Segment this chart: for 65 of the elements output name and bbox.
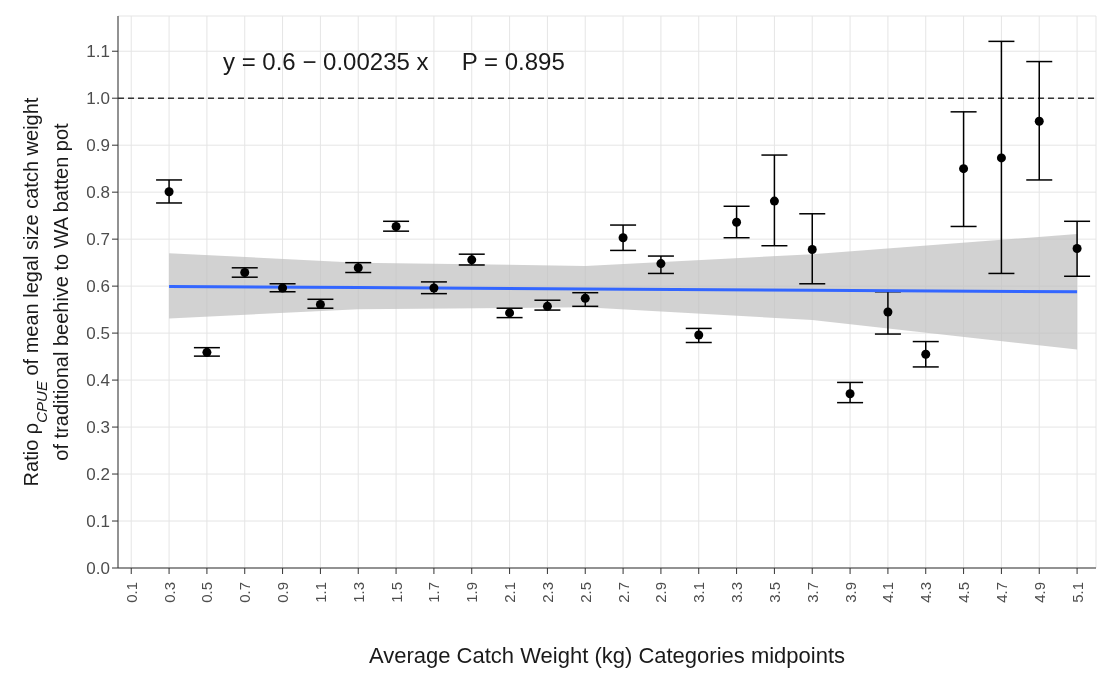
x-tick-label: 3.7 xyxy=(803,582,821,603)
x-tick-label: 0.1 xyxy=(122,582,140,603)
point xyxy=(769,196,779,206)
point xyxy=(921,349,931,359)
y-tick-label: 0.4 xyxy=(86,371,110,391)
point xyxy=(807,244,817,254)
point xyxy=(618,233,628,243)
x-tick-label: 2.5 xyxy=(576,582,594,603)
y-tick-label: 0.9 xyxy=(86,136,110,156)
x-tick-label: 4.1 xyxy=(879,582,897,603)
y-tick-label: 0.0 xyxy=(86,559,110,579)
point xyxy=(732,217,742,227)
x-tick-label: 0.7 xyxy=(236,582,254,603)
point xyxy=(505,308,515,318)
y-tick-label: 1.1 xyxy=(86,42,110,62)
x-axis-title: Average Catch Weight (kg) Categories midpoints xyxy=(368,643,846,668)
y-tick-label: 0.2 xyxy=(86,465,110,485)
point xyxy=(240,268,250,277)
point xyxy=(353,263,363,273)
point xyxy=(580,293,590,303)
point xyxy=(1034,116,1044,126)
x-tick-label: 3.9 xyxy=(841,582,859,603)
x-tick-label: 2.7 xyxy=(614,582,632,603)
y-tick-label: 0.6 xyxy=(86,277,110,297)
x-tick-label: 0.5 xyxy=(198,582,216,603)
x-tick-label: 2.3 xyxy=(538,582,556,603)
point xyxy=(278,283,288,293)
x-tick-label: 4.5 xyxy=(955,582,973,603)
x-tick-label: 3.3 xyxy=(728,582,746,603)
x-tick-label: 0.3 xyxy=(160,582,178,603)
y-tick-label: 0.5 xyxy=(86,324,110,344)
y-tick-label: 0.1 xyxy=(86,512,110,532)
point xyxy=(467,255,477,265)
y-tick-label: 0.3 xyxy=(86,418,110,438)
point xyxy=(694,330,704,340)
point xyxy=(429,283,439,293)
x-tick-label: 2.9 xyxy=(652,582,670,603)
point xyxy=(883,307,893,317)
point xyxy=(202,347,212,357)
x-tick-label: 2.1 xyxy=(501,582,519,603)
x-tick-label: 5.1 xyxy=(1068,582,1086,603)
x-tick-label: 4.7 xyxy=(992,582,1010,603)
x-tick-label: 3.1 xyxy=(690,582,708,603)
point xyxy=(391,221,401,231)
point xyxy=(656,259,666,269)
point xyxy=(1072,244,1082,254)
y-tick-label: 0.8 xyxy=(86,183,110,203)
y-tick-label: 0.7 xyxy=(86,230,110,250)
annotation: y = 0.6 − 0.00235 x P = 0.895 xyxy=(223,48,565,76)
x-tick-label: 0.9 xyxy=(274,582,292,603)
x-tick-label: 1.1 xyxy=(311,582,329,603)
x-tick-label: 4.3 xyxy=(917,582,935,603)
point xyxy=(959,164,969,174)
x-tick-label: 1.9 xyxy=(463,582,481,603)
point xyxy=(542,301,552,311)
point xyxy=(315,299,325,309)
x-tick-label: 3.5 xyxy=(765,582,783,603)
y-tick-label: 1.0 xyxy=(86,89,110,109)
point xyxy=(164,187,174,197)
point xyxy=(845,389,855,399)
x-tick-label: 1.5 xyxy=(387,582,405,603)
x-tick-label: 1.7 xyxy=(425,582,443,603)
point xyxy=(996,153,1006,163)
x-tick-label: 1.3 xyxy=(349,582,367,603)
x-tick-label: 4.9 xyxy=(1030,582,1048,603)
